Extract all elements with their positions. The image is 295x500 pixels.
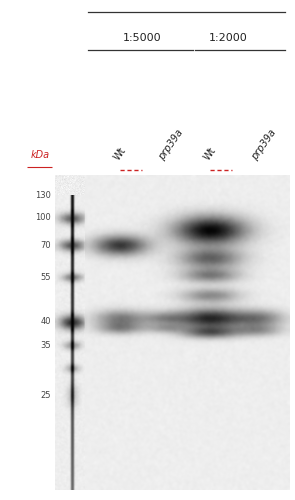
Text: 25: 25 <box>40 390 51 400</box>
Text: 100: 100 <box>35 214 51 222</box>
Text: prp39a: prp39a <box>157 128 185 162</box>
Text: 70: 70 <box>40 240 51 250</box>
Text: 1:2000: 1:2000 <box>209 33 248 43</box>
Text: Wt: Wt <box>112 145 128 162</box>
Text: kDa: kDa <box>30 150 50 160</box>
Text: 35: 35 <box>40 340 51 349</box>
Text: 130: 130 <box>35 190 51 200</box>
Text: 55: 55 <box>40 272 51 281</box>
Text: Wt: Wt <box>202 145 218 162</box>
Text: 1:5000: 1:5000 <box>123 33 161 43</box>
Text: 40: 40 <box>40 318 51 326</box>
Text: prp39a: prp39a <box>250 128 278 162</box>
